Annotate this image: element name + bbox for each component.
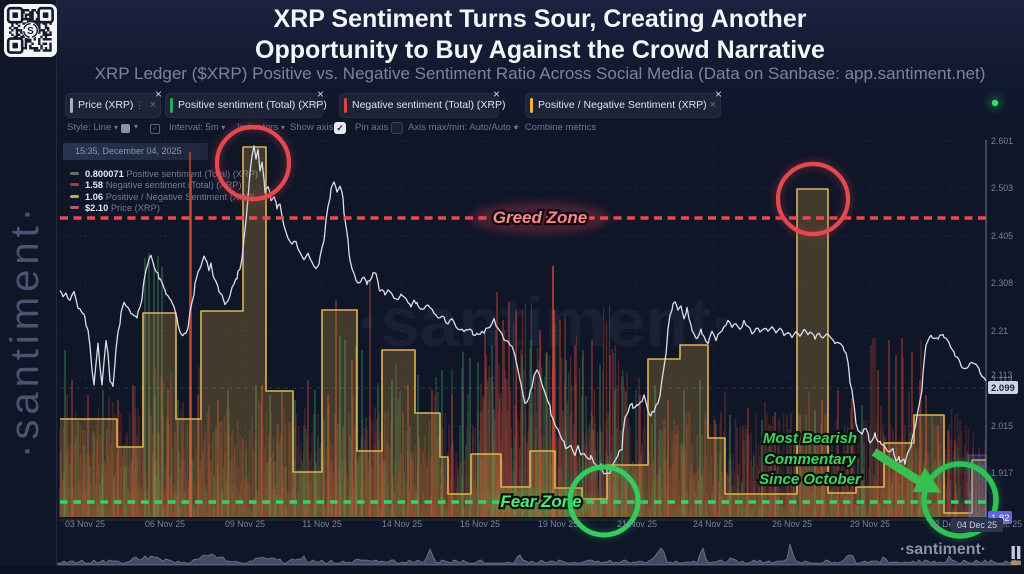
svg-text:2.015: 2.015 <box>991 421 1013 431</box>
svg-text:24 Nov 25: 24 Nov 25 <box>693 519 733 529</box>
svg-text:06 Nov 25: 06 Nov 25 <box>145 519 185 529</box>
svg-text:29 Nov 25: 29 Nov 25 <box>850 519 890 529</box>
svg-text:Greed Zone: Greed Zone <box>493 208 587 227</box>
svg-text:·santiment·: ·santiment· <box>357 283 734 361</box>
svg-text:2.099: 2.099 <box>991 383 1015 394</box>
svg-text:2.113: 2.113 <box>991 375 1012 385</box>
svg-text:Commentary: Commentary <box>764 451 856 468</box>
svg-text:Since October: Since October <box>759 471 862 488</box>
svg-text:Fear Zone: Fear Zone <box>500 492 581 511</box>
svg-text:S: S <box>27 26 34 37</box>
svg-text:03 Nov 25: 03 Nov 25 <box>65 519 105 529</box>
svg-text:11 Nov 25: 11 Nov 25 <box>302 519 342 529</box>
svg-text:14 Nov 25: 14 Nov 25 <box>382 519 422 529</box>
svg-text:2.503: 2.503 <box>991 183 1013 193</box>
svg-text:02 Dec 25: 02 Dec 25 <box>930 519 970 529</box>
svg-text:2.113: 2.113 <box>991 370 1012 380</box>
svg-text:2.21: 2.21 <box>991 326 1008 336</box>
svg-text:21 Nov 25: 21 Nov 25 <box>617 519 657 529</box>
svg-text:04 Dec 25: 04 Dec 25 <box>957 520 997 530</box>
svg-text:16 Nov 25: 16 Nov 25 <box>460 519 500 529</box>
svg-text:26 Nov 25: 26 Nov 25 <box>772 519 812 529</box>
svg-text:2.405: 2.405 <box>991 231 1013 241</box>
svg-text:1.917: 1.917 <box>991 468 1013 478</box>
svg-text:Most Bearish: Most Bearish <box>763 430 857 447</box>
svg-text:2.308: 2.308 <box>991 278 1013 288</box>
svg-text:2.601: 2.601 <box>991 136 1013 146</box>
svg-text:19 Nov 25: 19 Nov 25 <box>538 519 578 529</box>
svg-text:09 Nov 25: 09 Nov 25 <box>225 519 265 529</box>
